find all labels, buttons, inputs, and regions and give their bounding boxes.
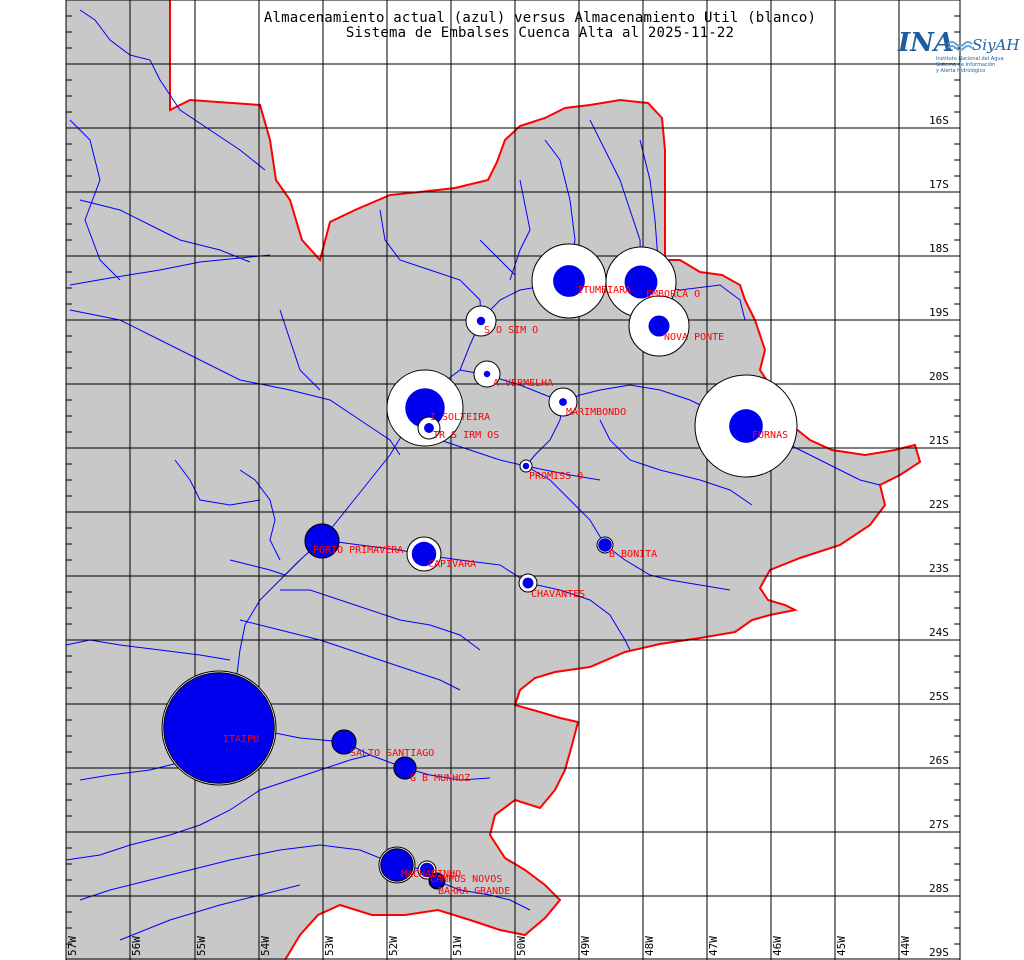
lat-label: 20S bbox=[929, 370, 949, 383]
lon-label: 57W bbox=[66, 936, 79, 956]
reservoir-label-chavantes: CHAVANTES bbox=[531, 589, 585, 600]
reservoir-labels: ITUMBIARA EMBORCA O S O SIM O NOVA PONTE… bbox=[223, 285, 788, 897]
reservoir-label-marimbondo: MARIMBONDO bbox=[566, 407, 626, 418]
reservoir-current-nova-ponte bbox=[648, 315, 670, 337]
reservoir-current-chavantes bbox=[522, 577, 534, 589]
reservoir-current-porto-primavera bbox=[304, 523, 340, 559]
reservoir-current-promissao bbox=[522, 462, 530, 470]
reservoir-label-tres-irmaos: TR S IRM OS bbox=[433, 430, 499, 441]
reservoir-label-gbmunhoz: G B MUNHOZ bbox=[410, 773, 470, 784]
map-subtitle: Sistema de Embalses Cuenca Alta al 2025-… bbox=[345, 25, 735, 41]
logo-subtitle: Instituto Nacional del Agua Sistema de I… bbox=[936, 56, 1004, 74]
lon-label: 54W bbox=[259, 936, 272, 956]
reservoir-label-porto-primavera: PORTO PRIMAVERA bbox=[313, 545, 403, 556]
lat-label: 23S bbox=[929, 562, 949, 575]
reservoir-label-furnas: FURNAS bbox=[752, 430, 788, 441]
lon-label: 46W bbox=[771, 936, 784, 956]
reservoir-markers bbox=[161, 243, 798, 890]
lon-label: 44W bbox=[899, 936, 912, 956]
lat-label: 29S bbox=[929, 946, 949, 959]
ina-siyah-logo: INA SiyAH Instituto Nacional del Agua Si… bbox=[890, 18, 1022, 80]
reservoir-current-agua-vermelha bbox=[483, 370, 491, 378]
lat-label: 21S bbox=[929, 434, 949, 447]
lon-label: 51W bbox=[451, 936, 464, 956]
lat-label: 17S bbox=[929, 178, 949, 191]
reservoir-current-emborcacao bbox=[624, 265, 658, 299]
lon-label: 50W bbox=[515, 936, 528, 956]
lat-label: 22S bbox=[929, 498, 949, 511]
reservoir-label-emborcacao: EMBORCA O bbox=[646, 289, 700, 300]
lon-label: 49W bbox=[579, 936, 592, 956]
reservoir-label-itumbiara: ITUMBIARA bbox=[577, 285, 631, 296]
lon-label: 47W bbox=[707, 936, 720, 956]
reservoir-current-furnas bbox=[729, 409, 763, 443]
lat-label: 27S bbox=[929, 818, 949, 831]
axis-ticks bbox=[66, 15, 960, 945]
logo-siyah-text: SiyAH bbox=[972, 36, 1020, 54]
reservoir-label-sao-simao: S O SIM O bbox=[484, 325, 538, 336]
reservoir-label-b-bonita: B BONITA bbox=[609, 549, 657, 560]
reservoir-current-marimbondo bbox=[559, 398, 567, 406]
longitude-labels: 57W 56W 55W 54W 53W 52W 51W 50W 49W 48W … bbox=[66, 936, 912, 956]
reservoir-current-b-bonita bbox=[598, 538, 612, 552]
lon-label: 56W bbox=[130, 936, 143, 956]
basin-land-area bbox=[66, 0, 920, 960]
lon-label: 55W bbox=[195, 936, 208, 956]
reservoir-current-tres-irmaos bbox=[424, 423, 434, 433]
reservoir-current-campos-novos bbox=[419, 862, 435, 878]
reservoir-label-promissao: PROMISS O bbox=[529, 471, 583, 482]
reservoir-current-gbmunhoz bbox=[393, 756, 417, 780]
reservoir-current-machadinho bbox=[380, 848, 414, 882]
reservoir-current-sao-simao bbox=[476, 316, 486, 326]
lon-label: 45W bbox=[835, 936, 848, 956]
reservoir-label-agua-vermelha: A VERMELHA bbox=[493, 378, 553, 389]
lon-label: 53W bbox=[323, 936, 336, 956]
reservoir-label-campos-novos: CAMPOS NOVOS bbox=[430, 874, 502, 885]
lon-label: 52W bbox=[387, 936, 400, 956]
reservoir-current-capivara bbox=[411, 541, 437, 567]
reservoir-current-itaipu bbox=[163, 672, 275, 784]
lat-label: 26S bbox=[929, 754, 949, 767]
lat-label: 25S bbox=[929, 690, 949, 703]
wave-icon bbox=[948, 41, 973, 51]
latitude-labels: 16S 17S 18S 19S 20S 21S 22S 23S 24S 25S … bbox=[929, 114, 949, 959]
reservoir-label-machadinho: MACHADINHO bbox=[401, 869, 461, 880]
lat-label: 24S bbox=[929, 626, 949, 639]
coordinate-grid bbox=[65, 0, 961, 960]
reservoir-current-ilha-solteira bbox=[405, 388, 445, 428]
lat-label: 28S bbox=[929, 882, 949, 895]
reservoir-label-barra-grande: BARRA GRANDE bbox=[438, 886, 510, 897]
lat-label: 18S bbox=[929, 242, 949, 255]
reservoir-label-capivara: CAPIVARA bbox=[428, 559, 476, 570]
logo-ina-text: INA bbox=[898, 28, 955, 58]
map-title: Almacenamiento actual (azul) versus Alma… bbox=[263, 10, 817, 26]
lat-label: 19S bbox=[929, 306, 949, 319]
reservoir-current-itumbiara bbox=[553, 265, 585, 297]
basin-border bbox=[169, 0, 922, 960]
reservoir-current-salto-santiago bbox=[331, 729, 357, 755]
reservoir-label-nova-ponte: NOVA PONTE bbox=[664, 332, 724, 343]
lon-label: 48W bbox=[643, 936, 656, 956]
lat-label: 16S bbox=[929, 114, 949, 127]
reservoir-label-itaipu: ITAIPU bbox=[223, 734, 259, 745]
reservoir-current-barra-grande bbox=[429, 873, 445, 889]
reservoir-label-salto-santiago: SALTO SANTIAGO bbox=[350, 748, 434, 759]
reservoir-label-ilha-solteira: I SOLTEIRA bbox=[430, 412, 490, 423]
